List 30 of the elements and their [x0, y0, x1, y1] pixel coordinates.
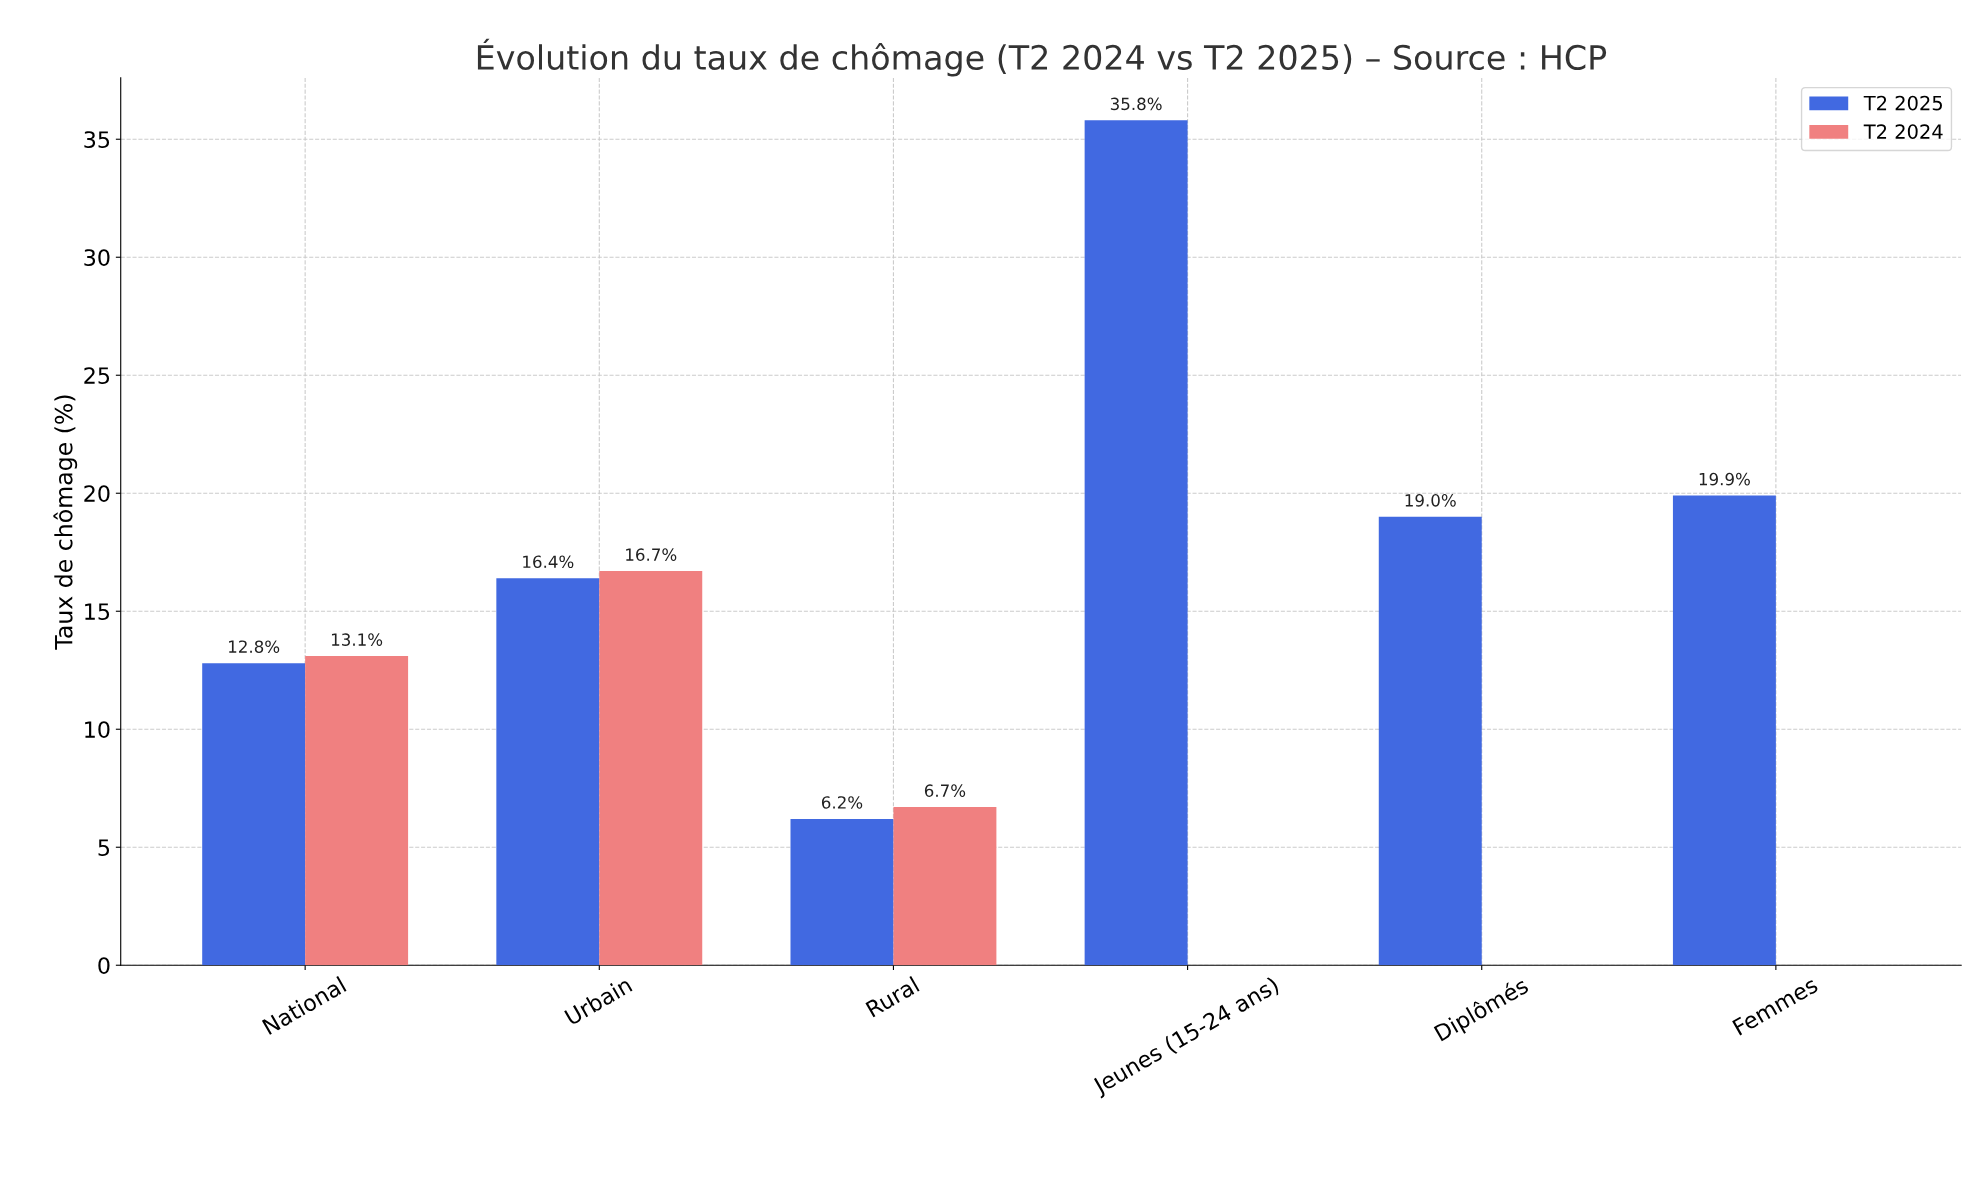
- bar: [893, 807, 997, 966]
- bar: [496, 578, 600, 966]
- chart-title: Évolution du taux de chômage (T2 2024 vs T2 2025) – Source : HCP: [477, 38, 1607, 77]
- data-label: 13.1%: [331, 633, 383, 646]
- y-tick-label: 0: [98, 957, 110, 974]
- bar: [599, 571, 703, 966]
- bar: [1084, 120, 1188, 966]
- y-tick-label: 20: [84, 485, 110, 502]
- y-tick-label: 30: [84, 249, 110, 266]
- bar: [1672, 495, 1776, 966]
- bar: [305, 656, 409, 966]
- y-axis-title: Taux de chômage (%): [53, 395, 78, 650]
- legend-label: T2 2025: [1863, 95, 1942, 111]
- y-tick-label: 15: [85, 603, 110, 620]
- data-label: 16.4%: [523, 555, 574, 569]
- data-label: 19.9%: [1699, 472, 1750, 486]
- legend-label: T2 2024: [1863, 124, 1943, 139]
- data-label: 6.2%: [821, 796, 863, 809]
- data-label: 35.8%: [1110, 97, 1162, 111]
- y-tick-label: 35: [84, 131, 110, 148]
- y-tick-label: 5: [98, 839, 110, 856]
- data-label: 16.7%: [626, 548, 677, 561]
- bar: [790, 818, 894, 966]
- data-label: 6.7%: [924, 784, 966, 797]
- bar: [1378, 516, 1482, 966]
- y-tick-label: 10: [85, 721, 110, 738]
- data-label: 12.8%: [229, 640, 280, 653]
- data-label: 19.0%: [1405, 494, 1456, 507]
- bar: [202, 663, 306, 966]
- y-tick-label: 25: [84, 367, 110, 384]
